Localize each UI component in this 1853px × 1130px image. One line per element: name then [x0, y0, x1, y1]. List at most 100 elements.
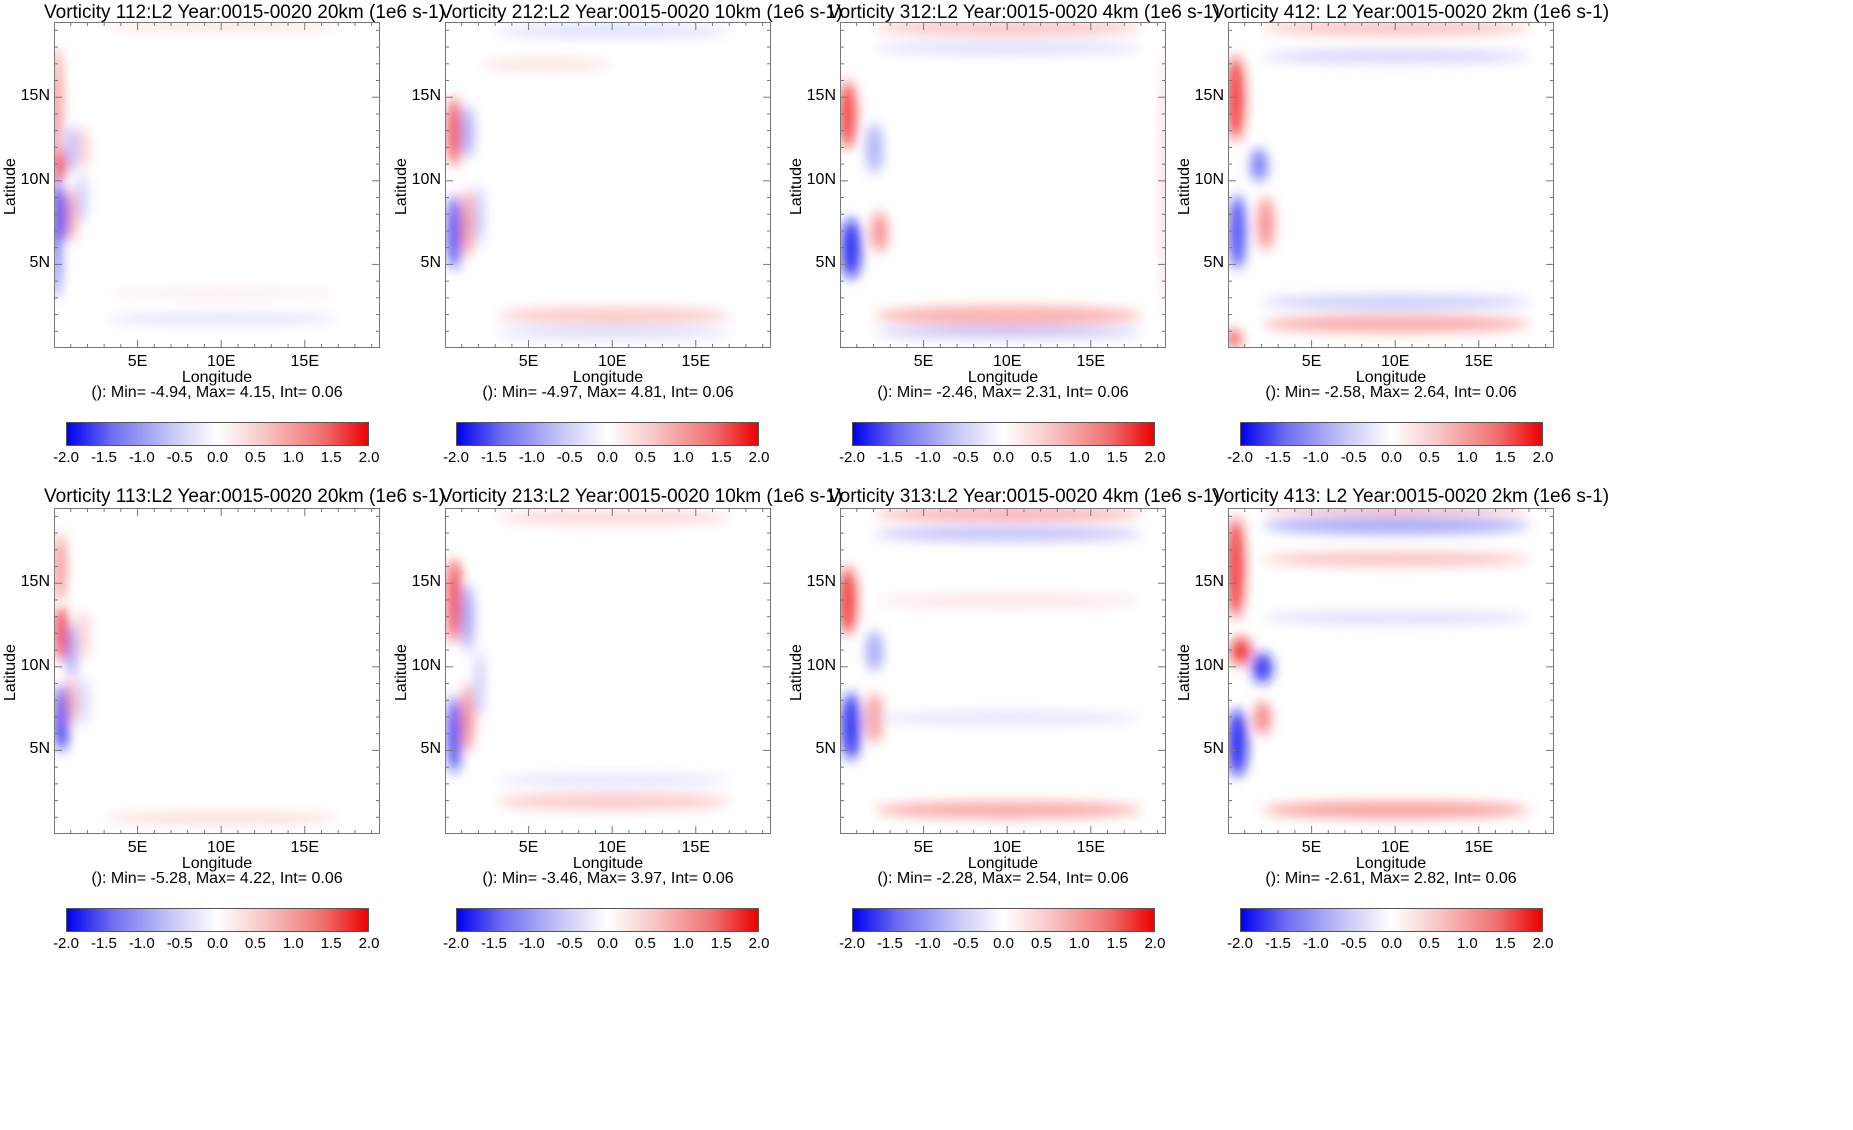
- positive-vorticity-patch: [841, 81, 857, 149]
- positive-vorticity-patch: [66, 677, 77, 725]
- lat-tick-label: 15N: [1194, 573, 1224, 591]
- negative-vorticity-patch: [461, 104, 474, 159]
- negative-vorticity-patch: [841, 218, 862, 279]
- axis-ticks: [1228, 22, 1554, 348]
- negative-vorticity-patch: [1250, 148, 1268, 182]
- vorticity-field: [1229, 509, 1530, 819]
- colorbar-tick-label: 0.0: [597, 935, 618, 952]
- x-axis-label: Longitude: [181, 855, 253, 872]
- stats-summary: (): Min= -2.61, Max= 2.82, Int= 0.06: [1265, 870, 1517, 887]
- colorbar-tick-label: 0.5: [634, 935, 656, 952]
- x-axis-label: Longitude: [967, 369, 1039, 386]
- lon-tick-label: 15E: [1076, 353, 1105, 370]
- colorbar-tick-label: -0.5: [166, 449, 193, 466]
- lon-tick-label: 5E: [127, 839, 148, 856]
- negative-vorticity-patch: [1262, 517, 1530, 535]
- lat-tick-label: 10N: [20, 170, 50, 188]
- positive-vorticity-patch: [1262, 552, 1530, 566]
- colorbar-tick-label: -0.5: [1340, 935, 1367, 952]
- colorbar-tick-label: -2.0: [53, 449, 79, 466]
- axis-ticks: [445, 22, 771, 348]
- axis-ticks: [1228, 508, 1554, 834]
- positive-vorticity-patch: [874, 594, 1142, 608]
- negative-vorticity-patch: [447, 195, 462, 269]
- lat-tick-label: 10N: [20, 656, 50, 674]
- lon-tick-label: 10E: [992, 839, 1022, 856]
- colorbar-tick-label: -1.0: [518, 449, 545, 466]
- lon-tick-label: 15E: [290, 839, 319, 856]
- lon-tick-label: 5E: [1301, 839, 1322, 856]
- x-axis-label: Longitude: [572, 369, 644, 386]
- axis-ticks: [840, 508, 1166, 834]
- colorbar: [456, 422, 759, 446]
- positive-vorticity-patch: [1262, 801, 1530, 819]
- vorticity-map: [840, 22, 1166, 348]
- panel-title: Vorticity 412: L2 Year:0015-0020 2km (1e…: [1212, 2, 1610, 23]
- y-axis-label: Latitude: [1176, 644, 1193, 701]
- lon-tick-label: 10E: [1380, 353, 1410, 370]
- negative-vorticity-patch: [1262, 295, 1530, 309]
- vorticity-field: [447, 24, 731, 338]
- colorbar: [66, 908, 369, 932]
- positive-vorticity-patch: [105, 813, 340, 824]
- x-axis-label: Longitude: [572, 855, 644, 872]
- positive-vorticity-patch: [105, 23, 340, 30]
- vorticity-map: [840, 508, 1166, 834]
- lon-tick-label: 5E: [127, 353, 148, 370]
- lat-tick-label: 5N: [1203, 740, 1224, 758]
- colorbar: [66, 422, 369, 446]
- colorbar-tick-label: 0.5: [1418, 935, 1440, 952]
- negative-vorticity-patch: [474, 651, 485, 718]
- colorbar-tick-label: -1.5: [1264, 449, 1291, 466]
- colorbar-tick-label: 2.0: [358, 935, 380, 952]
- positive-vorticity-patch: [874, 801, 1142, 819]
- positive-vorticity-patch: [479, 58, 614, 72]
- lat-tick-label: 10N: [1194, 656, 1224, 674]
- colorbar-tick-label: 2.0: [1144, 935, 1166, 952]
- colorbar-tick-label: 1.5: [320, 935, 342, 952]
- colorbar-tick-label: -0.5: [952, 935, 979, 952]
- colorbar-tick-label: -1.5: [90, 935, 117, 952]
- lon-tick-label: 15E: [681, 353, 710, 370]
- vorticity-map: [1228, 22, 1554, 348]
- colorbar-tick-label: 0.5: [1030, 449, 1052, 466]
- colorbar-tick-label: -1.0: [1302, 449, 1329, 466]
- negative-vorticity-patch: [66, 624, 77, 678]
- colorbar-tick-label: -1.5: [480, 935, 507, 952]
- lat-tick-label: 5N: [420, 740, 441, 758]
- positive-vorticity-patch: [1230, 637, 1251, 665]
- x-axis-label: Longitude: [1355, 855, 1427, 872]
- lon-tick-label: 15E: [681, 839, 710, 856]
- lat-tick-label: 5N: [29, 740, 50, 758]
- stats-summary: (): Min= -2.46, Max= 2.31, Int= 0.06: [877, 384, 1129, 401]
- colorbar-tick-label: 1.5: [710, 935, 732, 952]
- positive-vorticity-patch: [78, 609, 89, 660]
- negative-vorticity-patch: [496, 774, 731, 785]
- colorbar-tick-label: -2.0: [443, 449, 469, 466]
- positive-vorticity-patch: [866, 692, 883, 744]
- negative-vorticity-patch: [1262, 610, 1530, 625]
- colorbar-tick-label: 1.0: [1456, 449, 1478, 466]
- negative-vorticity-patch: [105, 313, 340, 324]
- negative-vorticity-patch: [461, 584, 474, 652]
- positive-vorticity-patch: [447, 559, 462, 643]
- colorbar-tick-label: 0.0: [1381, 935, 1402, 952]
- vorticity-map: [445, 508, 771, 834]
- colorbar-tick-label: 1.0: [1456, 935, 1478, 952]
- y-axis-label: Latitude: [788, 158, 805, 215]
- colorbar-tick-label: 1.0: [1068, 449, 1090, 466]
- lon-tick-label: 10E: [992, 353, 1022, 370]
- axis-ticks: [54, 22, 380, 348]
- positive-vorticity-patch: [1229, 330, 1241, 347]
- negative-vorticity-patch: [496, 327, 731, 338]
- colorbar-tick-label: 1.0: [672, 935, 694, 952]
- negative-vorticity-patch: [55, 165, 60, 299]
- lat-tick-label: 5N: [815, 254, 836, 272]
- colorbar: [1240, 422, 1543, 446]
- colorbar-tick-label: 2.0: [1532, 449, 1554, 466]
- colorbar: [456, 908, 759, 932]
- lat-tick-label: 15N: [806, 573, 836, 591]
- panel-title: Vorticity 313:L2 Year:0015-0020 4km (1e6…: [828, 486, 1220, 507]
- positive-vorticity-patch: [496, 307, 731, 324]
